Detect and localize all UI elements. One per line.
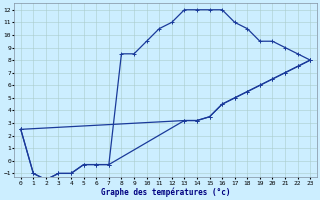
- X-axis label: Graphe des températures (°c): Graphe des températures (°c): [101, 187, 230, 197]
